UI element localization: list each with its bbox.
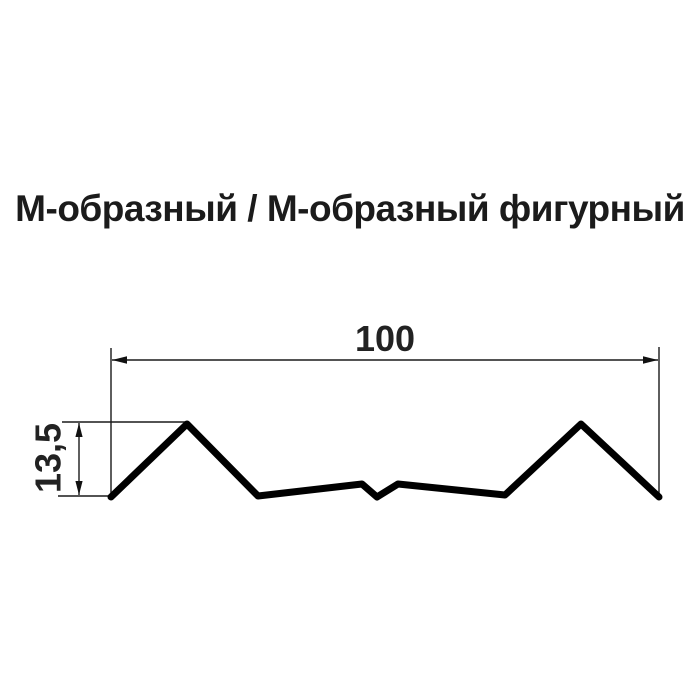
width-dimension-label: 100 [355,318,415,359]
width-dim-arrow-right [643,356,658,364]
diagram-title: М-образный / М-образный фигурный [15,188,685,229]
height-dim-arrow-top [75,423,83,437]
width-dim-arrow-left [112,356,127,364]
height-dimension-label: 13,5 [28,423,69,493]
height-dim-arrow-bottom [75,481,83,495]
profile-outline [107,420,663,501]
